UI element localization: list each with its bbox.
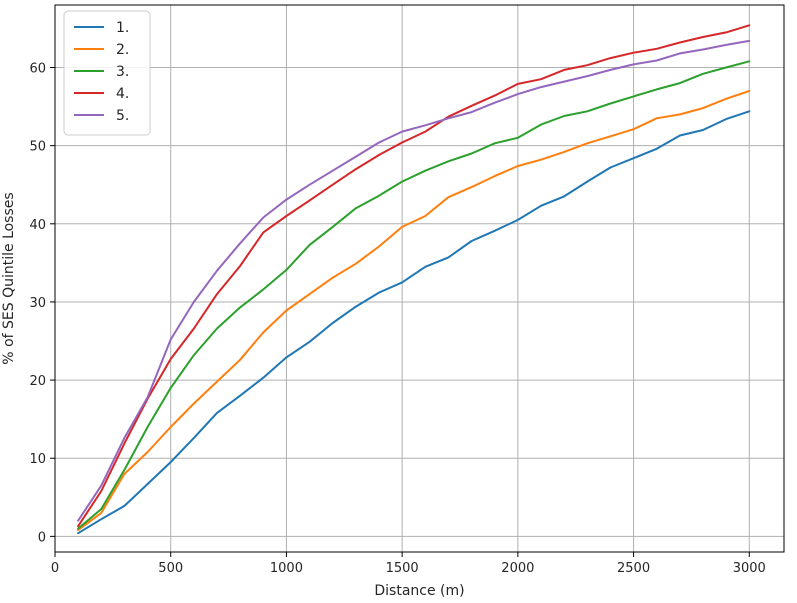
y-axis-label: % of SES Quintile Losses (1, 192, 17, 364)
y-tick-label: 20 (29, 374, 46, 389)
legend-box (63, 10, 151, 136)
y-tick-label: 60 (29, 62, 46, 77)
series-lines (77, 24, 751, 535)
legend-label: 1. (116, 20, 129, 36)
legend-label: 4. (116, 86, 129, 102)
x-tick-label: 1000 (270, 561, 303, 576)
x-tick-label: 0 (51, 561, 59, 576)
y-tick-label: 50 (29, 140, 46, 155)
y-tick-label: 40 (29, 218, 46, 233)
plot-frame (54, 4, 785, 553)
series-line-4 (77, 24, 751, 528)
legend: 1. 2. 3. 4. 5. (63, 10, 151, 136)
x-tick-label: 500 (158, 561, 183, 576)
series-line-2 (77, 90, 751, 532)
y-tick-label: 30 (29, 296, 46, 311)
x-tick-label: 2500 (617, 561, 650, 576)
series-line-3 (77, 60, 751, 530)
series-line-5 (77, 39, 751, 522)
y-tick-label: 0 (38, 530, 46, 545)
series-line-1 (77, 110, 751, 535)
legend-label: 3. (116, 64, 129, 80)
grid (54, 5, 784, 552)
x-axis-ticks: 0 500 1000 1500 2000 2500 3000 (51, 552, 766, 576)
legend-label: 2. (116, 42, 129, 58)
y-tick-label: 10 (29, 452, 46, 467)
y-axis-ticks: 0 10 20 30 40 50 60 (29, 62, 55, 545)
x-axis-label: Distance (m) (374, 583, 464, 599)
legend-label: 5. (116, 108, 129, 124)
x-tick-label: 1500 (386, 561, 419, 576)
x-tick-label: 2000 (501, 561, 534, 576)
x-tick-label: 3000 (733, 561, 766, 576)
